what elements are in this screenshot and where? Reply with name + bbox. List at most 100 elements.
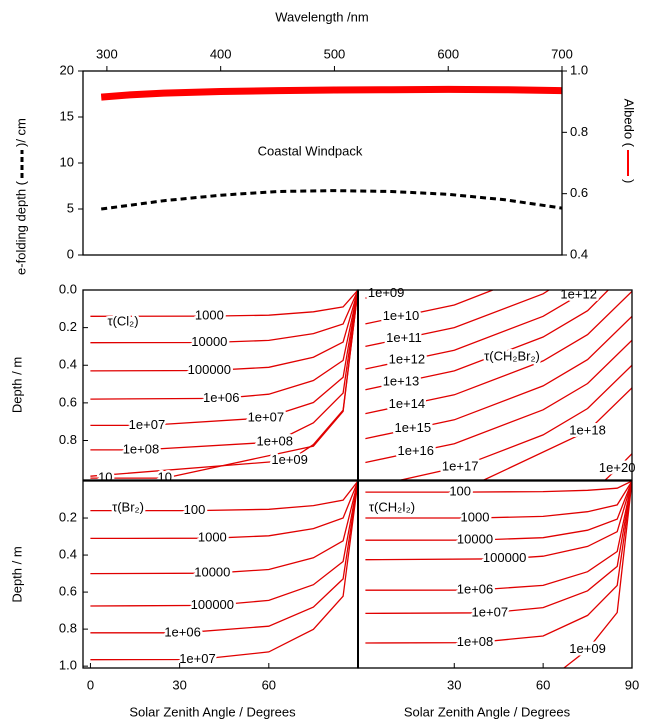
panel-title: τ(Cl₂) (107, 313, 138, 328)
x-tick-label: 30 (172, 677, 186, 692)
contour-label: 1e+06 (164, 624, 201, 639)
contour-label: 1e+17 (442, 458, 479, 473)
y-tick-label: 0.8 (59, 432, 77, 447)
y-axis-title: Depth / m (9, 546, 24, 602)
contour-label: 1e+07 (129, 417, 166, 432)
contour-line (365, 481, 632, 644)
y-tick-label: 0.6 (59, 584, 77, 599)
y-axis-title: Depth / m (9, 357, 24, 413)
contour-label: 1000 (198, 530, 227, 545)
contour-label: 1e+20 (599, 460, 636, 475)
contour-label: 1e+08 (256, 433, 293, 448)
series-line (101, 189, 563, 211)
y-axis-title: e-folding depth ( )/ cm (13, 118, 28, 275)
contour-label: 10000 (191, 334, 227, 349)
x-tick-label: 60 (536, 677, 550, 692)
contour-line (365, 315, 632, 440)
x-tick-label: 60 (262, 677, 276, 692)
y-tick-label: 0.2 (59, 509, 77, 524)
contour-line (365, 290, 632, 415)
x-tick-label: 30 (447, 677, 461, 692)
contour-label: 10000 (194, 565, 230, 580)
y-axis-title-text: e-folding depth ( (13, 180, 28, 275)
panel-title: τ(CH₂I₂) (369, 499, 415, 514)
contour-line (90, 290, 358, 344)
y-tick-label: 0.4 (59, 357, 77, 372)
contour-line (365, 481, 632, 615)
contour-line (90, 481, 358, 512)
contour-group (90, 481, 358, 661)
contour-line (365, 290, 550, 348)
x-tick-label: 300 (96, 46, 118, 61)
contour-line (365, 290, 494, 325)
contour-line (90, 481, 358, 607)
contour-label: 1e+09 (271, 452, 308, 467)
contour-line (90, 481, 358, 634)
y-tick-label: 0 (67, 246, 74, 261)
contour-label: 1e+11 (386, 330, 422, 345)
contour-line (365, 339, 632, 464)
contour-label: 1e+12 (389, 352, 426, 367)
contour-line (563, 481, 632, 668)
y2-axis-title-text: Albedo ( (622, 99, 637, 148)
contour-group (90, 290, 358, 479)
contour-label: 1e+08 (123, 441, 160, 456)
contour-label: 1e+06 (457, 581, 494, 596)
contour-label: 1e+16 (398, 443, 435, 458)
x-tick-label: 700 (551, 46, 573, 61)
contour-line (90, 290, 358, 427)
contour-label: 100000 (191, 597, 234, 612)
contour-label: 10000 (457, 531, 493, 546)
contour-label: 1e+07 (179, 651, 216, 666)
contour-line (365, 481, 632, 493)
contour-label: 1e+10 (383, 308, 420, 323)
y-tick-label: 0.2 (59, 319, 77, 334)
contour-label: 1e+14 (389, 396, 426, 411)
contour-label: 10 (158, 470, 172, 485)
contour-line (90, 481, 358, 661)
y-tick-label: 15 (60, 108, 74, 123)
contour-line (90, 290, 358, 372)
contour-label: 1000 (195, 308, 224, 323)
contour-label: 100000 (188, 362, 231, 377)
y2-tick-label: 0.6 (570, 185, 588, 200)
y-tick-label: 5 (67, 200, 74, 215)
panel-title: τ(Br₂) (112, 499, 144, 514)
x-tick-label: 500 (324, 46, 346, 61)
y-tick-label: 0.4 (59, 546, 77, 561)
contour-line (90, 290, 358, 317)
contour-line (365, 481, 632, 591)
contour-labels: 1000 10000 100000 1e+06 1e+07 1e+07 1e+08 1e+08… (96, 305, 311, 487)
contour-label: 1e+12 (560, 287, 597, 302)
y-tick-label: 0.6 (59, 394, 77, 409)
contour-label: 1e+09 (569, 641, 606, 656)
y2-axis-title: Albedo ( ) (622, 99, 637, 184)
contour-line (365, 290, 405, 299)
contour-label: 10 (98, 470, 112, 485)
y2-tick-label: 0.8 (570, 124, 588, 139)
x-axis-title: Solar Zenith Angle / Degrees (404, 704, 571, 719)
y-tick-label: 0.0 (59, 281, 77, 296)
contour-label: 1e+07 (248, 409, 285, 424)
contour-label: 1000 (461, 509, 490, 524)
contour-labels: 100 1000 10000 100000 1e+06 1e+07 (162, 500, 237, 669)
contour-label: 1e+08 (457, 634, 494, 649)
y-axis-title-unit: )/ cm (13, 118, 28, 147)
contour-label: 100000 (483, 550, 526, 565)
x-tick-label: 0 (87, 677, 94, 692)
y2-tick-label: 1.0 (570, 62, 588, 77)
contour-line (483, 387, 632, 480)
series-line (100, 85, 563, 101)
contour-line (90, 290, 358, 479)
contour-line (604, 453, 632, 480)
contour-label: 1e+18 (569, 423, 606, 438)
y-tick-label: 1.0 (59, 658, 77, 673)
contour-line (365, 481, 632, 541)
contour-line (90, 290, 358, 400)
y2-tick-label: 0.4 (570, 246, 588, 261)
contour-labels: 1e+09 1e+10 1e+11 1e+12 1e+12 1e+13 1e+14 1e+15… (365, 283, 638, 478)
y-tick-label: 0.8 (59, 621, 77, 636)
contour-line (90, 481, 358, 540)
contour-line (400, 364, 632, 480)
